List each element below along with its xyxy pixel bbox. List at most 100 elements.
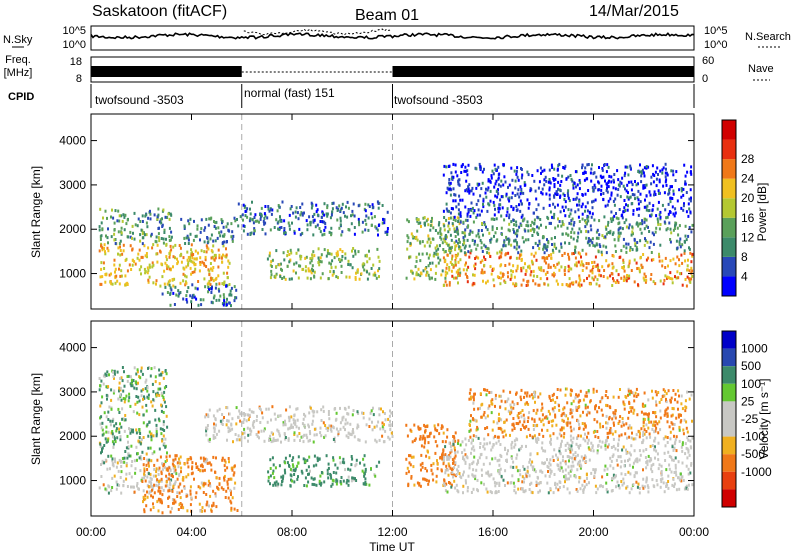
heatmap-cell [576, 462, 579, 466]
heatmap-cell [524, 238, 527, 242]
heatmap-cell [623, 407, 626, 411]
heatmap-cell [370, 467, 372, 471]
heatmap-cell [347, 412, 350, 416]
heatmap-cell [132, 231, 134, 235]
heatmap-cell [347, 259, 350, 263]
heatmap-cell [108, 273, 111, 277]
heatmap-cell [354, 477, 356, 481]
heatmap-cell [495, 481, 498, 485]
heatmap-cell [210, 509, 213, 513]
heatmap-cell [198, 269, 201, 273]
heatmap-cell [669, 240, 672, 244]
heatmap-cell [370, 223, 373, 227]
heatmap-cell [260, 214, 263, 218]
heatmap-cell [118, 263, 121, 267]
heatmap-cell [504, 400, 507, 404]
heatmap-cell [505, 192, 508, 196]
heatmap-cell [518, 203, 520, 207]
heatmap-cell [368, 417, 371, 421]
heatmap-cell [566, 283, 569, 287]
heatmap-cell [311, 267, 313, 271]
heatmap-cell [157, 227, 160, 230]
heatmap-cell [557, 217, 559, 221]
heatmap-cell [523, 467, 526, 471]
heatmap-cell [190, 457, 193, 461]
heatmap-cell [639, 256, 642, 260]
heatmap-cell [128, 472, 131, 476]
heatmap-cell [150, 367, 153, 371]
heatmap-cell [475, 167, 478, 171]
heatmap-cell [586, 410, 589, 414]
heatmap-cell [138, 487, 140, 491]
heatmap-cell [156, 500, 159, 504]
heatmap-cell [519, 395, 522, 399]
heatmap-cell [339, 248, 342, 252]
heatmap-cell [497, 210, 500, 214]
heatmap-cell [410, 232, 413, 236]
heatmap-cell [678, 224, 681, 228]
heatmap-cell [637, 482, 640, 486]
heatmap-cell [215, 276, 218, 280]
heatmap-cell [567, 465, 570, 469]
heatmap-cell [354, 249, 357, 253]
heatmap-cell [353, 232, 356, 236]
heatmap-cell [589, 238, 592, 242]
heatmap-cell [625, 250, 628, 254]
heatmap-cell [433, 435, 436, 439]
heatmap-cell [645, 166, 648, 170]
heatmap-cell [228, 261, 231, 265]
heatmap-cell [179, 496, 182, 500]
heatmap-cell [579, 278, 582, 282]
heatmap-cell [292, 468, 295, 472]
heatmap-cell [455, 239, 458, 243]
heatmap-cell [326, 206, 329, 210]
heatmap-cell [288, 213, 291, 217]
heatmap-cell [492, 436, 495, 440]
heatmap-cell [128, 396, 131, 400]
heatmap-cell [616, 169, 619, 173]
heatmap-cell [308, 455, 311, 459]
heatmap-cell [176, 477, 179, 481]
heatmap-cell [664, 180, 667, 184]
heatmap-cell [356, 268, 359, 272]
heatmap-cell [288, 465, 291, 468]
heatmap-cell [634, 471, 637, 475]
heatmap-cell [579, 181, 582, 185]
heatmap-cell [364, 209, 367, 213]
heatmap-cell [632, 461, 635, 465]
heatmap-cell [163, 228, 166, 232]
heatmap-cell [472, 398, 475, 402]
heatmap-cell [467, 474, 470, 478]
heatmap-cell [315, 483, 318, 487]
heatmap-cell [548, 197, 551, 201]
heatmap-cell [448, 246, 451, 250]
heatmap-cell [312, 440, 315, 444]
heatmap-cell [636, 248, 639, 252]
heatmap-cell [331, 478, 334, 482]
heatmap-cell [424, 267, 427, 271]
heatmap-cell [261, 416, 264, 420]
heatmap-cell [594, 255, 597, 259]
heatmap-cell [543, 178, 546, 182]
heatmap-cell [464, 460, 467, 464]
heatmap-cell [549, 442, 552, 446]
heatmap-cell [390, 431, 393, 435]
heatmap-cell [550, 256, 553, 260]
heatmap-cell [549, 210, 552, 214]
heatmap-cell [230, 293, 233, 297]
heatmap-cell [123, 400, 126, 404]
heatmap-cell [663, 191, 666, 195]
heatmap-cell [170, 506, 173, 510]
heatmap-cell [131, 380, 134, 384]
heatmap-cell [341, 416, 344, 420]
heatmap-cell [331, 425, 334, 429]
heatmap-cell [427, 234, 430, 238]
heatmap-cell [645, 208, 648, 212]
heatmap-cell [561, 283, 564, 287]
heatmap-cell [146, 386, 149, 389]
heatmap-cell [522, 240, 525, 244]
heatmap-cell [364, 482, 367, 486]
heatmap-cell [222, 293, 225, 297]
heatmap-cell [336, 479, 339, 483]
heatmap-cell [570, 219, 573, 222]
